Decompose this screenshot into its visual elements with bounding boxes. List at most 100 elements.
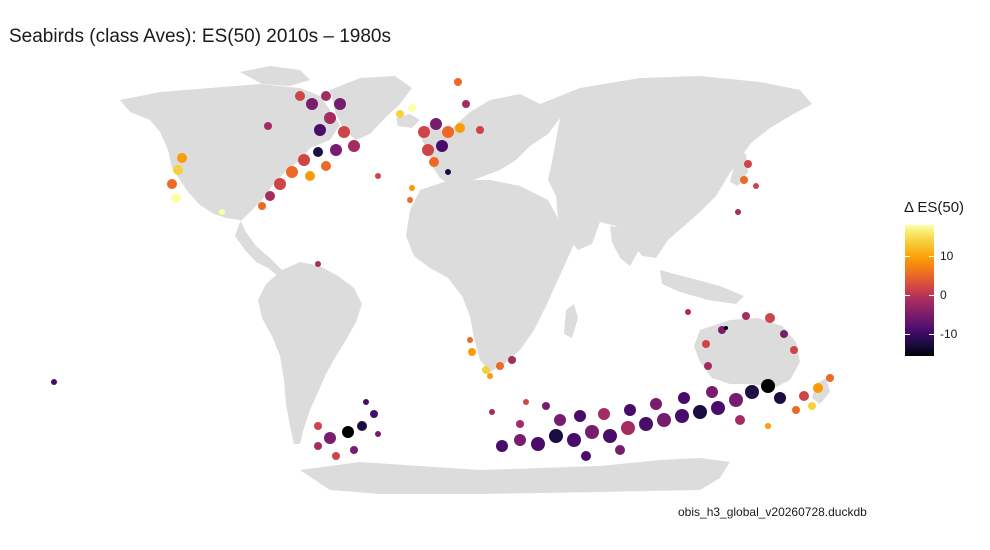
- legend-tick-label: -10: [940, 327, 958, 341]
- hex-cell: [375, 431, 381, 437]
- hex-cell: [467, 337, 473, 343]
- hex-cell: [418, 126, 430, 138]
- hex-cell: [735, 415, 745, 425]
- hex-cell: [314, 124, 326, 136]
- hex-cell: [761, 379, 775, 393]
- hex-cell: [808, 402, 816, 410]
- land-australia: [694, 318, 800, 388]
- hex-cell: [482, 366, 490, 374]
- hex-cell: [742, 312, 750, 320]
- hex-cell: [496, 440, 508, 452]
- land-madagascar: [564, 304, 578, 338]
- hex-cell: [429, 157, 439, 167]
- hex-cell: [305, 171, 315, 181]
- hex-cell: [745, 385, 759, 399]
- hex-cell: [508, 356, 516, 364]
- hex-cell: [314, 422, 322, 430]
- legend-tick-label: 0: [940, 288, 947, 302]
- land-iceland: [396, 114, 420, 128]
- hex-cell: [445, 169, 451, 175]
- hex-cell: [780, 330, 788, 338]
- hex-cell: [375, 173, 381, 179]
- hex-cell: [639, 417, 653, 431]
- hex-cell: [430, 118, 442, 130]
- hex-cell: [173, 165, 183, 175]
- hex-cell: [585, 425, 599, 439]
- hex-cell: [396, 110, 404, 118]
- hex-cell: [603, 429, 617, 443]
- land-arctic-islands: [240, 66, 310, 86]
- hex-cell: [167, 179, 177, 189]
- hex-cell: [315, 261, 321, 267]
- legend-tickmark: [905, 295, 910, 296]
- hex-cell: [657, 413, 671, 427]
- hex-cell: [264, 122, 272, 130]
- hex-cell: [621, 421, 635, 435]
- hex-cell: [407, 197, 413, 203]
- hex-cell: [729, 393, 743, 407]
- hexbin-layer: [51, 78, 834, 461]
- legend-tickmark: [905, 334, 910, 335]
- hex-cell: [265, 191, 275, 201]
- hex-cell: [792, 406, 800, 414]
- hex-cell: [177, 153, 187, 163]
- hex-cell: [774, 392, 786, 404]
- hex-cell: [332, 452, 340, 460]
- hex-cell: [422, 144, 434, 156]
- hex-cell: [735, 209, 741, 215]
- hex-cell: [487, 373, 493, 379]
- legend-tickmark: [905, 256, 910, 257]
- hex-cell: [567, 433, 581, 447]
- land-asia: [540, 76, 812, 258]
- legend-title: Δ ES(50): [904, 199, 965, 216]
- hex-cell: [313, 147, 323, 157]
- hex-cell: [286, 166, 298, 178]
- hex-cell: [740, 176, 748, 184]
- hex-cell: [581, 451, 591, 461]
- hex-cell: [765, 313, 775, 323]
- hex-cell: [295, 91, 305, 101]
- hex-cell: [462, 100, 470, 108]
- hex-cell: [693, 405, 707, 419]
- hex-cell: [357, 421, 367, 431]
- hex-cell: [753, 183, 759, 189]
- hex-cell: [514, 434, 526, 446]
- hex-cell: [171, 193, 181, 203]
- hex-cell: [704, 362, 712, 370]
- hex-cell: [321, 161, 331, 171]
- hex-cell: [516, 420, 524, 428]
- hex-cell: [51, 379, 57, 385]
- hex-cell: [523, 399, 529, 405]
- hex-cell: [298, 154, 310, 166]
- hex-cell: [436, 140, 448, 152]
- hex-cell: [476, 126, 484, 134]
- hex-cell: [826, 374, 834, 382]
- hex-cell: [765, 423, 771, 429]
- hex-cell: [675, 409, 689, 423]
- hex-cell: [409, 185, 415, 191]
- legend-colorbar: [905, 225, 934, 356]
- hex-cell: [678, 392, 690, 404]
- hex-cell: [468, 348, 476, 356]
- land-south-america: [258, 262, 362, 444]
- hex-cell: [711, 401, 725, 415]
- hex-cell: [554, 414, 566, 426]
- hex-cell: [799, 391, 809, 401]
- land-antarctica: [300, 458, 730, 494]
- legend-tickmark: [929, 295, 934, 296]
- hex-cell: [408, 104, 416, 112]
- hex-cell: [274, 178, 286, 190]
- hex-cell: [334, 98, 346, 110]
- legend-tick-label: 10: [940, 249, 954, 263]
- hex-cell: [702, 340, 710, 348]
- hex-cell: [321, 91, 331, 101]
- land-north-america: [120, 84, 340, 276]
- hex-cell: [496, 362, 504, 370]
- legend: Δ ES(50) 10 0 -10: [904, 199, 984, 369]
- hex-cell: [348, 140, 360, 152]
- land-south-asia: [556, 196, 640, 266]
- hex-cell: [615, 445, 625, 455]
- land-africa: [406, 180, 574, 372]
- hex-cell: [542, 402, 550, 410]
- hex-cell: [724, 326, 728, 330]
